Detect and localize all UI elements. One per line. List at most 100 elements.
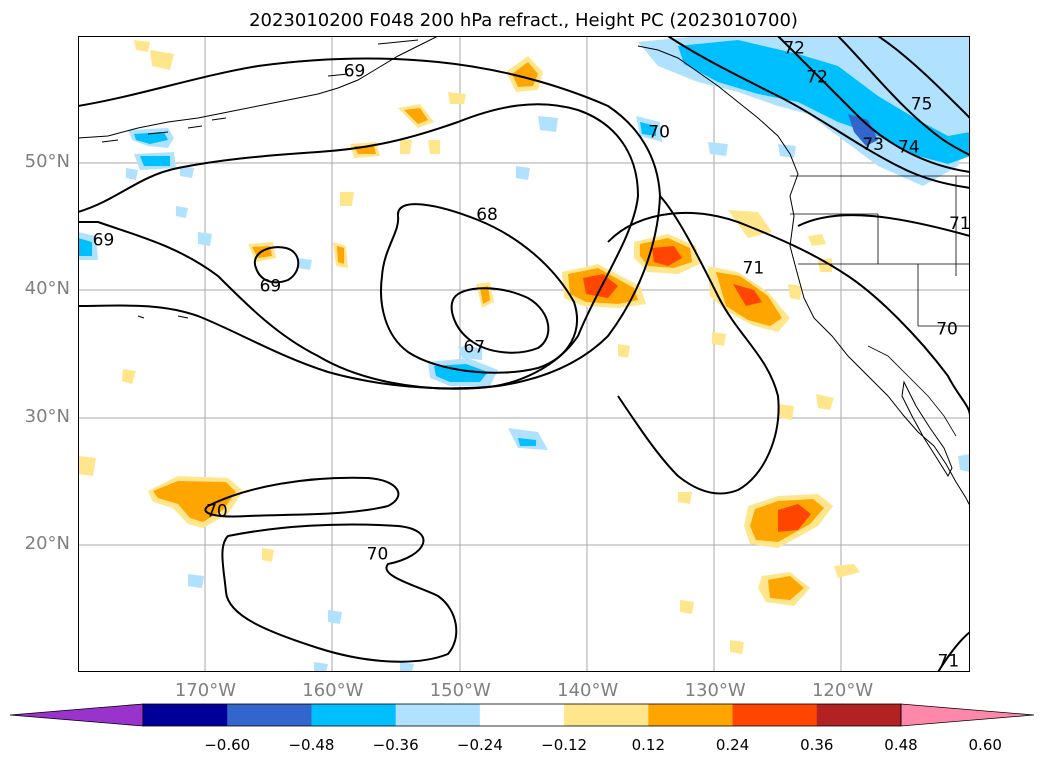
colorbar-tick-label: 0.48 bbox=[884, 736, 918, 754]
colorbar-segment bbox=[311, 704, 397, 726]
refract-patch bbox=[508, 428, 548, 450]
refract-patch bbox=[176, 206, 188, 218]
contour-label: 69 bbox=[93, 231, 115, 251]
lon-label: 130°W bbox=[684, 680, 746, 701]
refract-patch bbox=[134, 40, 150, 52]
contour-69-main bbox=[78, 103, 640, 390]
refract-patch bbox=[78, 238, 92, 256]
colorbar-segment bbox=[395, 704, 481, 726]
refract-patch bbox=[788, 284, 802, 300]
contour-label: 69 bbox=[260, 276, 282, 296]
refract-patch bbox=[400, 662, 414, 672]
contour-label: 71 bbox=[949, 214, 970, 234]
colorbar-segment bbox=[732, 704, 818, 726]
lat-label: 50°N bbox=[24, 151, 70, 173]
colorbar-segment bbox=[816, 704, 902, 726]
refract-patch bbox=[816, 394, 834, 410]
colorbar-tick-label: −0.60 bbox=[204, 736, 251, 754]
refract-patch bbox=[122, 369, 136, 384]
refract-patch bbox=[808, 234, 826, 246]
refract-patch bbox=[583, 274, 618, 298]
contour-71-sw bbox=[937, 631, 970, 672]
colorbar-segment bbox=[143, 704, 228, 726]
refract-patch bbox=[733, 284, 762, 306]
refract-patch bbox=[680, 600, 694, 614]
colorbar-tick-label: 0.12 bbox=[631, 736, 666, 754]
refract-patch bbox=[778, 144, 796, 158]
refract-patch bbox=[400, 140, 412, 154]
contour-69-ring bbox=[253, 246, 300, 284]
contour-label: 68 bbox=[476, 205, 498, 225]
refract-patch bbox=[328, 610, 342, 624]
contour-68 bbox=[380, 203, 578, 374]
lon-label: 150°W bbox=[429, 680, 491, 701]
lat-label: 40°N bbox=[24, 278, 70, 300]
negative-refractivity-patches bbox=[78, 36, 970, 672]
refract-patch bbox=[512, 62, 538, 87]
gridlines bbox=[78, 36, 970, 672]
colorbar-tick-label: 0.60 bbox=[968, 736, 1002, 754]
lon-label: 120°W bbox=[811, 680, 874, 701]
refract-patch bbox=[712, 332, 726, 346]
refract-patch bbox=[337, 246, 344, 264]
contour-71 bbox=[607, 211, 970, 417]
contour-72 bbox=[667, 36, 970, 189]
refract-patch bbox=[516, 166, 530, 180]
colorbar-tick-label: −0.24 bbox=[456, 736, 503, 754]
contour-74 bbox=[837, 36, 970, 157]
lat-label: 20°N bbox=[24, 532, 70, 554]
lat-label: 30°N bbox=[24, 405, 70, 427]
refract-patch bbox=[198, 232, 212, 246]
refract-patch bbox=[298, 258, 312, 270]
colorbar-tick-label: −0.12 bbox=[541, 736, 588, 754]
coastlines bbox=[78, 36, 970, 507]
refract-patch bbox=[153, 481, 236, 522]
refract-patch bbox=[518, 438, 536, 446]
refract-patch bbox=[428, 140, 440, 154]
contour-label: 74 bbox=[898, 138, 920, 158]
contour-label: 70 bbox=[206, 501, 228, 521]
contour-73 bbox=[777, 36, 970, 173]
refract-patch bbox=[834, 564, 860, 578]
refract-patch bbox=[340, 192, 354, 206]
colorbar-tick-label: −0.36 bbox=[372, 736, 419, 754]
refract-patch bbox=[818, 258, 832, 272]
lon-label: 140°W bbox=[557, 680, 619, 701]
chart-title: 2023010200 F048 200 hPa refract., Height… bbox=[249, 10, 798, 31]
refract-patch bbox=[188, 574, 204, 588]
colorbar-tick-label: 0.24 bbox=[715, 736, 750, 754]
colorbar-tick-label: −0.48 bbox=[288, 736, 335, 754]
contour-70-south2 bbox=[221, 523, 458, 663]
refract-patch bbox=[150, 50, 174, 70]
refract-patch bbox=[778, 404, 794, 420]
coastline-hawaii bbox=[137, 315, 189, 319]
contour-label: 67 bbox=[463, 337, 485, 357]
refract-patch bbox=[140, 156, 170, 166]
contour-label: 72 bbox=[806, 68, 828, 88]
contour-71-b bbox=[797, 214, 970, 237]
contour-label: 69 bbox=[344, 61, 366, 81]
refract-patch bbox=[618, 344, 630, 358]
refract-patch bbox=[538, 116, 558, 132]
coastline-aleutians bbox=[78, 36, 439, 139]
refract-patch bbox=[958, 454, 970, 472]
refract-patch bbox=[730, 640, 744, 654]
colorbar-segment bbox=[564, 704, 649, 726]
height-contours bbox=[78, 36, 970, 672]
refract-patch bbox=[458, 346, 482, 360]
contour-70-east bbox=[617, 195, 780, 495]
coastline-islands bbox=[101, 39, 419, 143]
refract-patch bbox=[778, 504, 811, 532]
colorbar-segment bbox=[479, 704, 565, 726]
refract-patch bbox=[480, 286, 490, 304]
colorbar-segment bbox=[648, 704, 734, 726]
coastline-north-america bbox=[637, 45, 970, 507]
colorbar-extend-min bbox=[10, 703, 144, 727]
map-frame bbox=[78, 36, 970, 672]
refract-patch bbox=[314, 662, 328, 672]
contour-label: 73 bbox=[862, 135, 884, 155]
colorbar-segment bbox=[227, 704, 312, 726]
contour-label: 70 bbox=[367, 545, 389, 565]
